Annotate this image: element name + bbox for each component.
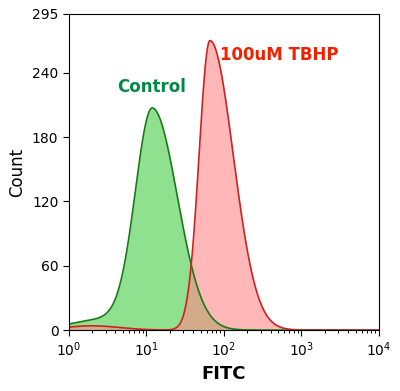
Y-axis label: Count: Count: [8, 147, 26, 197]
Text: 100uM TBHP: 100uM TBHP: [220, 46, 338, 64]
X-axis label: FITC: FITC: [202, 365, 246, 383]
Text: Control: Control: [117, 78, 186, 96]
